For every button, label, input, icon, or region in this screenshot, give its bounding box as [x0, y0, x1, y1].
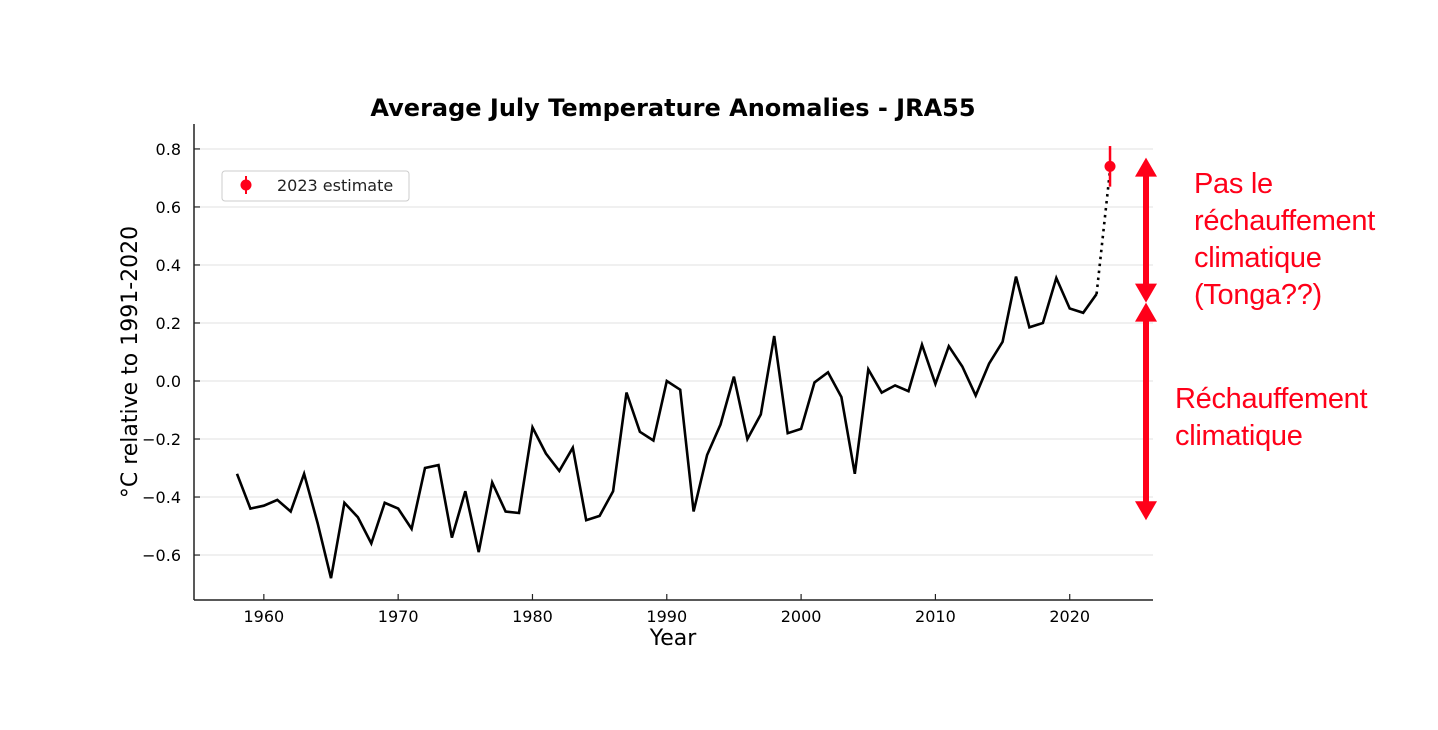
arrow-head-up	[1135, 302, 1157, 322]
y-tick-label: 0.2	[156, 314, 181, 333]
arrow-head-down	[1135, 283, 1157, 303]
series-layer	[235, 146, 1116, 579]
legend-label: 2023 estimate	[277, 176, 393, 195]
x-tick-label: 2000	[781, 607, 822, 626]
axes: −0.6 −0.4 −0.2 0.0 0.2 0.4 0.6 0.8 1960 1970 1980 1…	[142, 124, 1153, 626]
arrow-head-down	[1135, 501, 1157, 521]
annotation-line: climatique	[1175, 420, 1303, 452]
y-tick-label: −0.4	[142, 488, 181, 507]
y-axis-label: °C relative to 1991-2020	[118, 226, 143, 498]
x-axis-label: Year	[649, 626, 698, 651]
legend: 2023 estimate	[221, 170, 410, 202]
estimate-marker	[1104, 160, 1116, 172]
x-tick-label: 2020	[1049, 607, 1090, 626]
x-tick-label: 1960	[243, 607, 284, 626]
x-tick-label: 1980	[512, 607, 553, 626]
annotation-line: (Tonga??)	[1194, 279, 1322, 311]
legend-box	[221, 170, 410, 202]
series-line	[235, 274, 1098, 579]
annotation-line: Réchauffement	[1175, 383, 1368, 415]
y-tick-label: 0.0	[156, 372, 181, 391]
y-tick-label: −0.2	[142, 430, 181, 449]
y-tick-label: 0.6	[156, 198, 181, 217]
projection-line	[1095, 170, 1112, 295]
gridlines	[194, 148, 1153, 556]
arrow-head-up	[1135, 157, 1157, 177]
y-tick-label: −0.6	[142, 546, 181, 565]
annotation-arrows	[1135, 157, 1157, 521]
annotation-line: réchauffement	[1194, 205, 1375, 237]
x-tick-label: 1990	[646, 607, 687, 626]
annotation-not-climate-change: Pas le réchauffement climatique (Tonga??…	[1194, 166, 1375, 314]
annotation-climate-change: Réchauffement climatique	[1175, 381, 1368, 455]
x-tick-label: 1970	[378, 607, 419, 626]
legend-marker-icon	[240, 179, 252, 191]
chart-title: Average July Temperature Anomalies - JRA…	[370, 94, 975, 122]
annotation-line: Pas le	[1194, 168, 1273, 200]
y-tick-label: 0.4	[156, 256, 181, 275]
annotation-line: climatique	[1194, 242, 1322, 274]
x-tick-label: 2010	[915, 607, 956, 626]
y-tick-label: 0.8	[156, 140, 181, 159]
